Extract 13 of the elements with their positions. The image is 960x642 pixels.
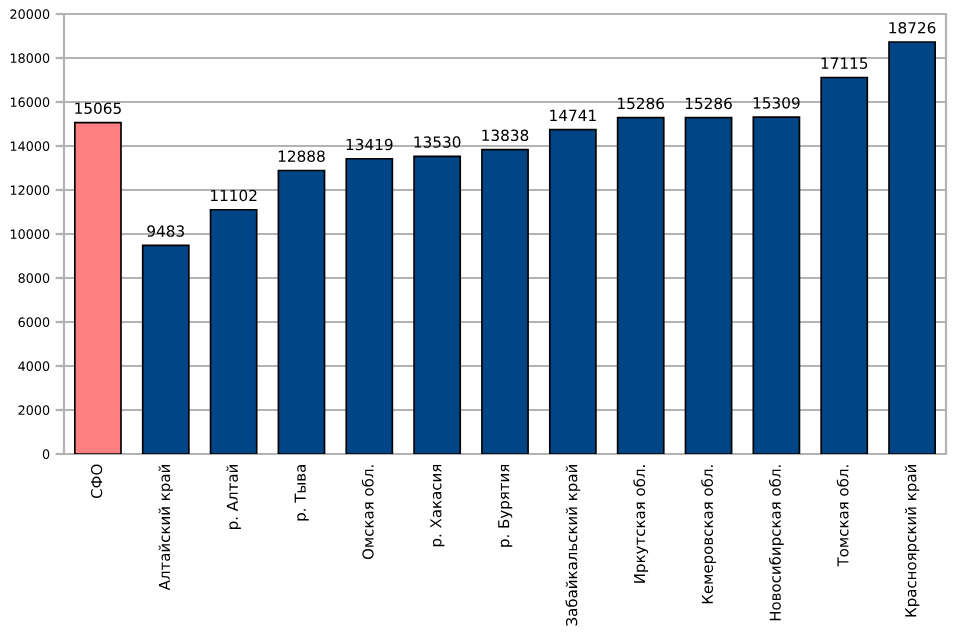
bar — [752, 116, 801, 454]
bar — [684, 116, 733, 454]
bar — [888, 41, 936, 454]
bar — [481, 148, 529, 454]
bar — [413, 155, 462, 454]
bar — [74, 121, 122, 454]
bar — [616, 116, 665, 454]
bar — [548, 128, 597, 454]
bar — [141, 244, 190, 454]
bar — [345, 157, 394, 454]
bar — [209, 208, 258, 454]
bar — [820, 76, 869, 454]
bar — [277, 169, 326, 454]
